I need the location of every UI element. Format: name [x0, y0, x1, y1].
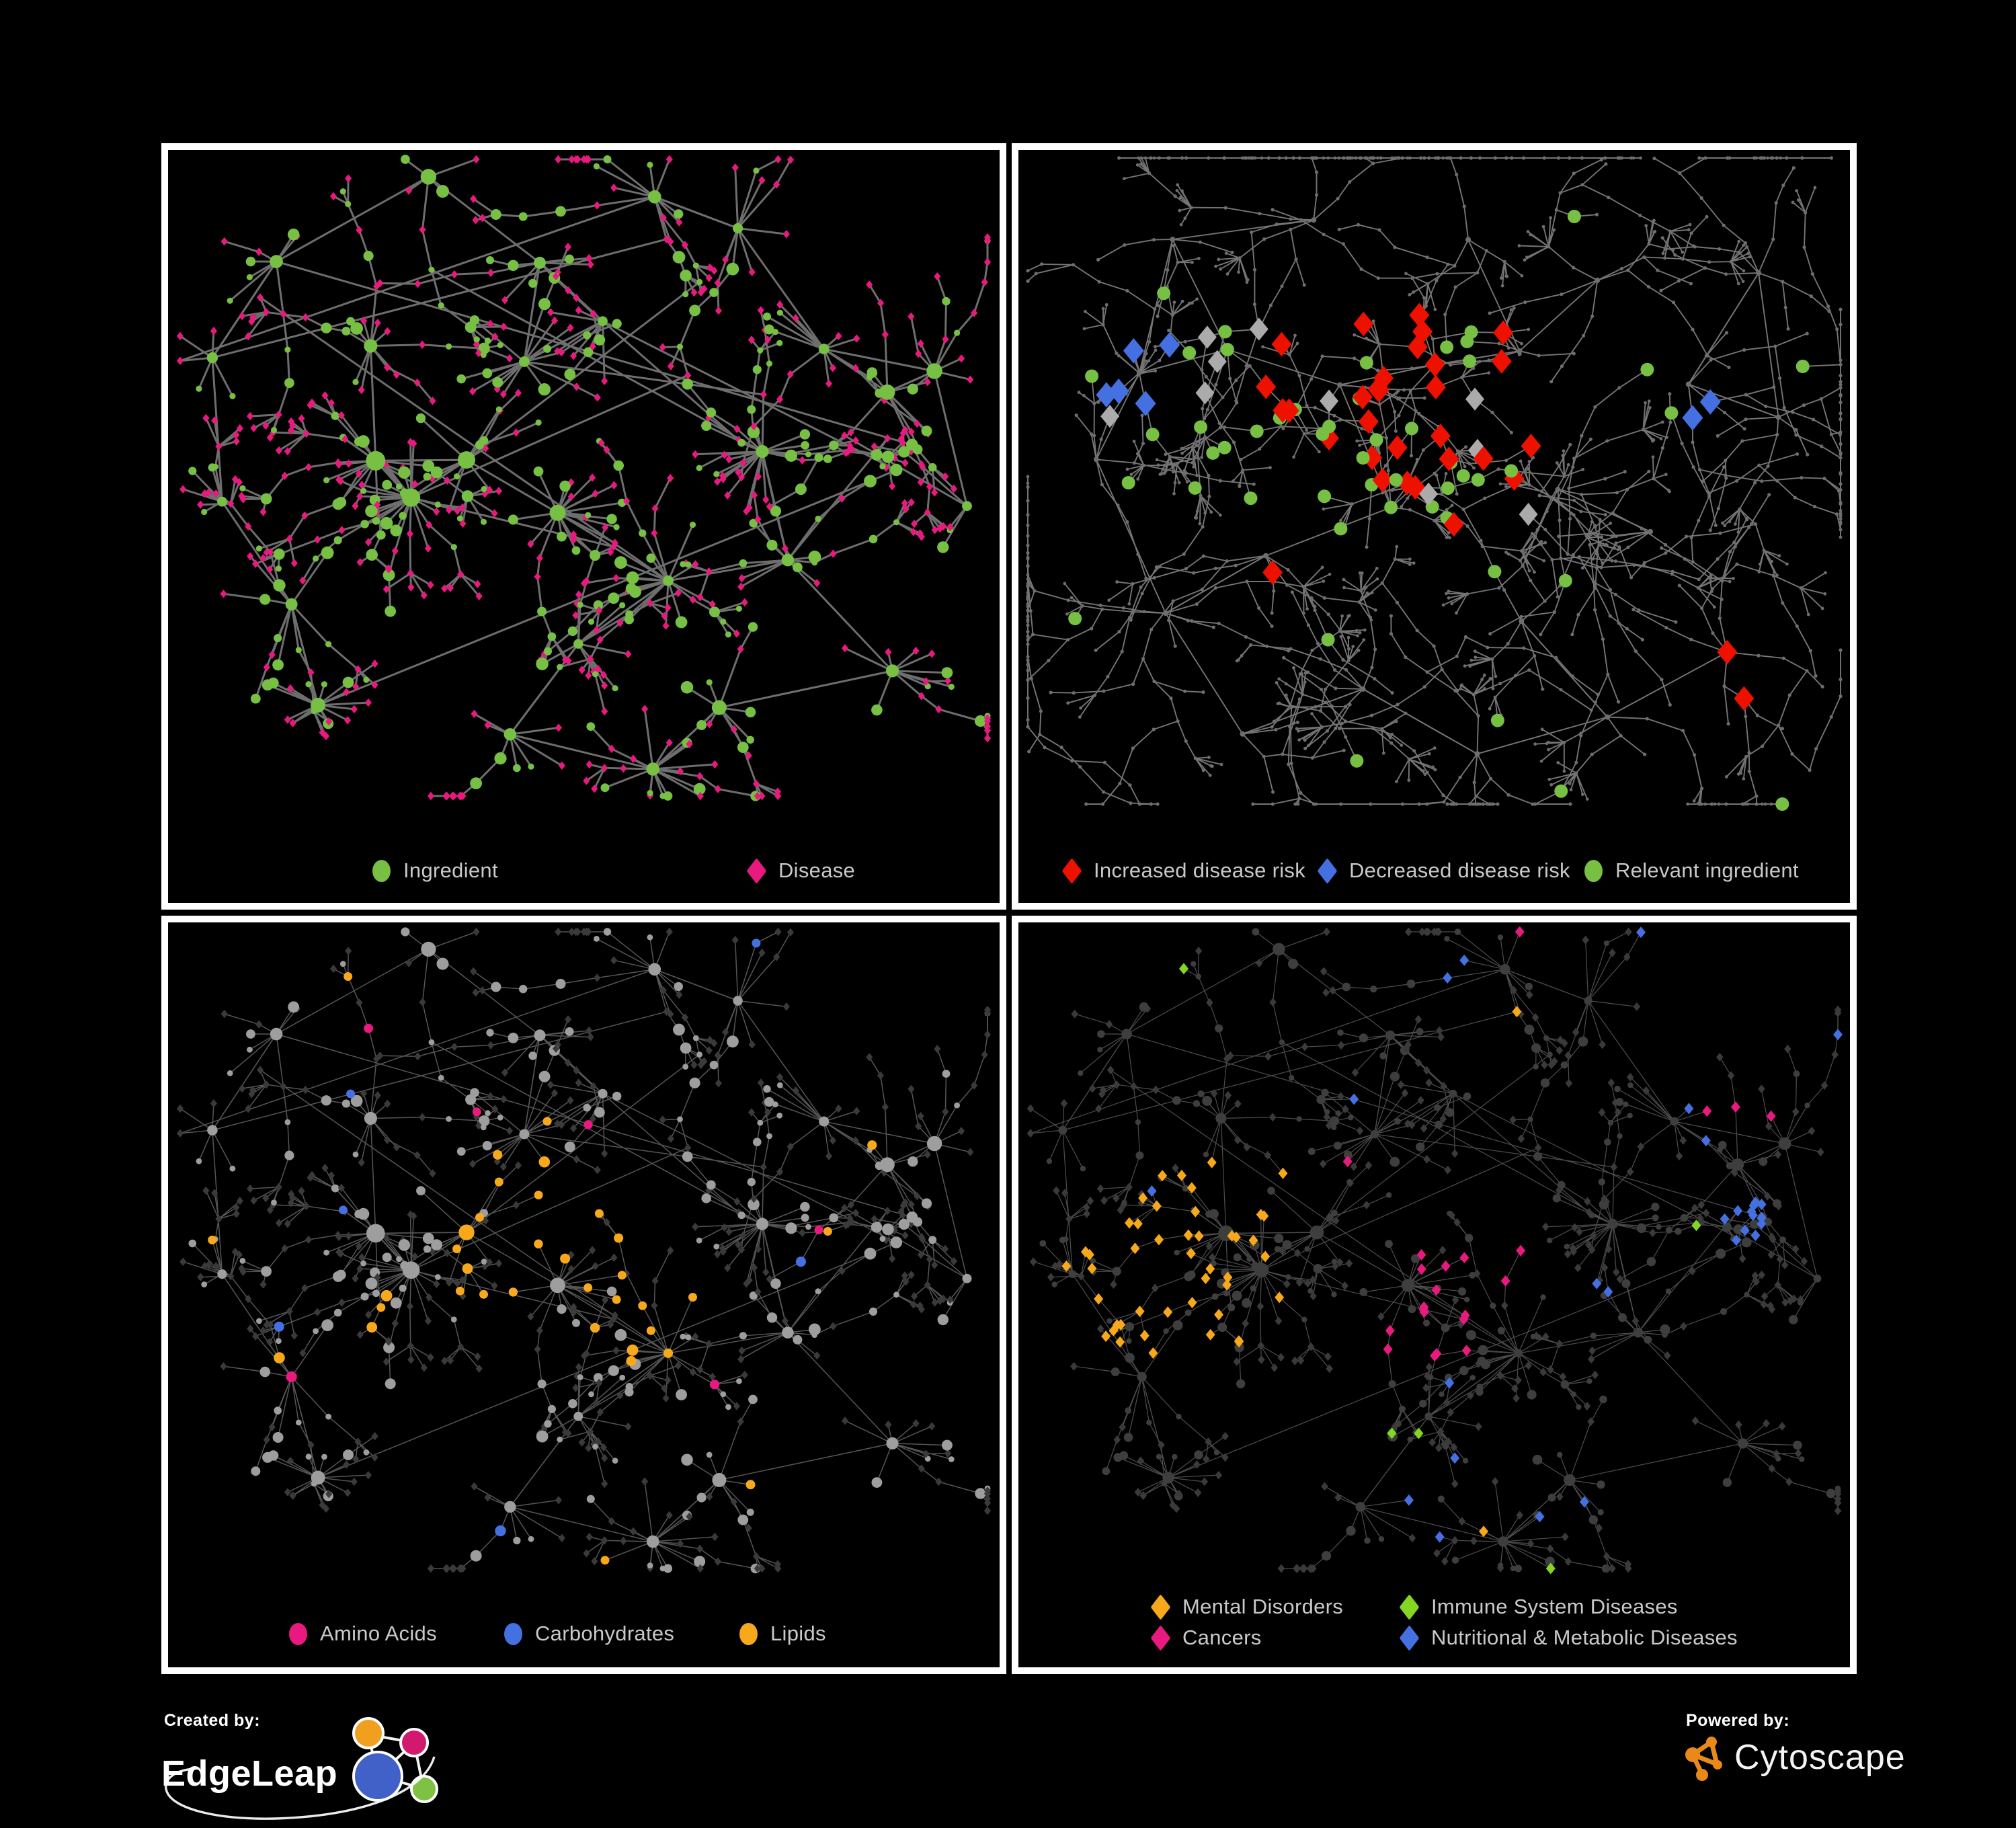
legend-item-ingredient: Ingredient [370, 856, 498, 885]
network-disease-categories [1018, 922, 1850, 1598]
panel-disease-risk-network: Increased disease risk Decreased disease … [1012, 143, 1857, 910]
legend-item-carbohydrates: Carbohydrates [501, 1619, 674, 1648]
legend-item-amino-acids: Amino Acids [286, 1619, 437, 1648]
legend-item-nutritional-metabolic-diseases: Nutritional & Metabolic Diseases [1398, 1623, 1738, 1653]
legend-label: Mental Disorders [1182, 1595, 1343, 1619]
legend-label: Lipids [770, 1622, 826, 1646]
legend-label: Carbohydrates [535, 1622, 674, 1646]
cytoscape-wordmark: Cytoscape [1734, 1740, 1906, 1775]
legend-label: Ingredient [403, 859, 498, 883]
legend-item-relevant-ingredient: Relevant ingredient [1582, 856, 1799, 885]
panel-disease-categories-network: Mental Disorders Immune System Diseases Ca… [1012, 916, 1857, 1674]
legend-label: Immune System Diseases [1431, 1595, 1678, 1619]
edgeleap-credit: Created by: EdgeLeap [161, 1711, 538, 1825]
edgeleap-node-pink [401, 1729, 428, 1756]
legend-item-decreased-disease-risk: Decreased disease risk [1316, 856, 1570, 885]
panel-ingredient-disease-network: Ingredient Disease [161, 143, 1006, 910]
legend-diamond-icon [1316, 857, 1338, 884]
edgeleap-node-orange [354, 1718, 383, 1748]
legend-label: Relevant ingredient [1615, 859, 1799, 883]
legend-label: Cancers [1182, 1626, 1262, 1650]
legend-diamond-icon [745, 857, 768, 884]
panel-ingredient-classes-network: Amino Acids Carbohydrates Lipids [161, 916, 1006, 1674]
legend-diamond-icon [1060, 857, 1083, 884]
legend-diamond-icon [1398, 1624, 1420, 1651]
legend-label: Disease [778, 859, 855, 883]
network-ingredient-disease [168, 150, 1000, 832]
cytoscape-logo-icon [1683, 1733, 1725, 1782]
legend-label: Nutritional & Metabolic Diseases [1431, 1626, 1738, 1650]
edgeleap-swoosh [156, 1754, 445, 1828]
legend-item-cancers: Cancers [1149, 1623, 1262, 1653]
legend-circle-icon [286, 1620, 309, 1647]
legend-label: Decreased disease risk [1349, 859, 1570, 883]
legend-diamond-icon [1149, 1624, 1172, 1651]
legend-item-lipids: Lipids [737, 1619, 826, 1648]
legend-item-increased-disease-risk: Increased disease risk [1060, 856, 1305, 885]
network-ingredient-classes [168, 922, 1000, 1598]
legend-circle-icon [737, 1620, 760, 1647]
legend-circle-icon [501, 1620, 524, 1647]
legend-item-disease: Disease [745, 856, 855, 885]
legend-circle-icon [370, 857, 393, 884]
legend-label: Amino Acids [320, 1622, 437, 1646]
network-disease-risk [1018, 150, 1850, 832]
legend-label: Increased disease risk [1094, 859, 1305, 883]
cytoscape-credit: Powered by: Cytoscape [1683, 1711, 2006, 1819]
legend-circle-icon [1582, 857, 1605, 884]
powered-by-label: Powered by: [1686, 1711, 2006, 1731]
